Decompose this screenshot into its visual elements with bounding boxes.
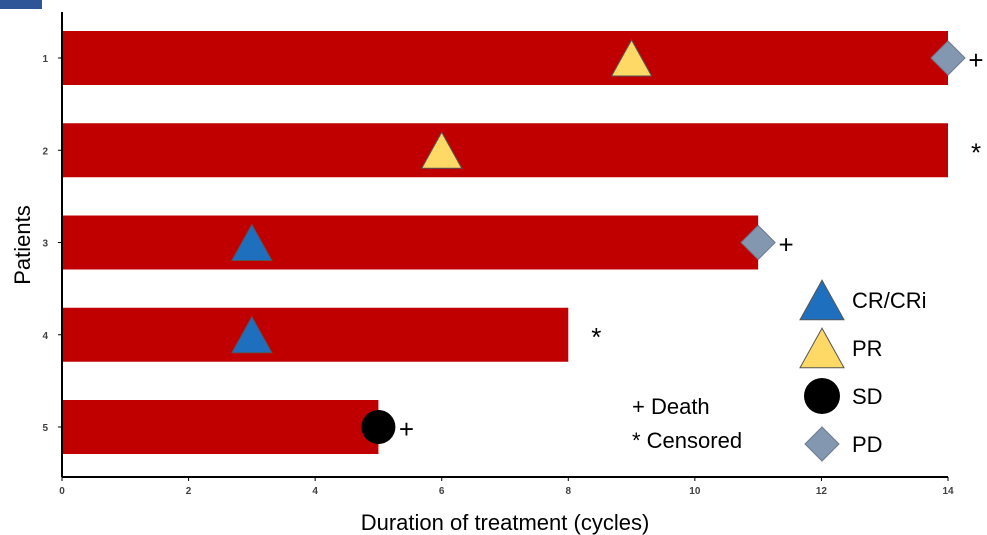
event-pr-patient-2 [420,131,463,169]
bar-end-mark-5: + [399,414,414,444]
bar-patient-1 [62,31,948,85]
bar-end-mark-3: + [779,230,794,260]
event-pd-patient-3 [740,224,776,261]
event-cr-cri-patient-3 [231,223,273,261]
legend-symbol-pd [804,426,840,462]
legend-symbol-pr [799,327,845,369]
event-marker-layer [231,38,966,444]
symbol-note-2: * Censored [632,428,742,453]
x-tick-label-2: 2 [186,486,192,497]
legend-label-pr: PR [852,336,883,361]
x-tick-label-0: 0 [59,486,65,497]
x-tick-label-6: 6 [439,486,445,497]
legend-symbol-cr-cri [799,279,845,321]
y-tick-label-3: 3 [42,239,48,250]
event-pd-patient-1 [930,40,966,76]
symbol-notes: + Death * Censored [632,394,742,453]
corner-accent-mark [0,0,42,9]
bar-end-mark-2: * [971,137,981,167]
event-cr-cri-patient-4 [231,315,273,354]
event-sd-patient-5 [361,410,396,444]
y-tick-label-5: 5 [42,423,48,434]
legend-symbol-sd [804,378,840,414]
bar-patient-2 [62,123,948,178]
legend: CR/CRi PR SD PD [799,279,927,462]
y-axis-title: Patients [10,205,35,285]
bar-patient-3 [62,215,759,270]
bar-patient-4 [62,307,569,362]
symbol-note-1: + Death [632,394,710,419]
x-axis-title: Duration of treatment (cycles) [361,510,650,535]
x-tick-label-10: 10 [689,486,701,497]
event-pr-patient-1 [610,38,653,77]
y-tick-label-1: 1 [42,54,48,65]
x-tick-label-14: 14 [942,486,954,497]
legend-label-pd: PD [852,432,883,457]
y-tick-label-4: 4 [42,331,48,342]
bar-layer: + * + * + [62,31,984,454]
bar-patient-5 [62,400,379,454]
x-tick-label-12: 12 [816,486,828,497]
y-tick-label-2: 2 [42,146,48,157]
legend-label-sd: SD [852,384,883,409]
x-tick-label-8: 8 [566,486,572,497]
x-tick-label-4: 4 [312,486,318,497]
bar-end-mark-1: + [968,45,983,75]
bar-end-mark-4: * [591,322,601,352]
legend-label-cr-cri: CR/CRi [852,288,927,313]
